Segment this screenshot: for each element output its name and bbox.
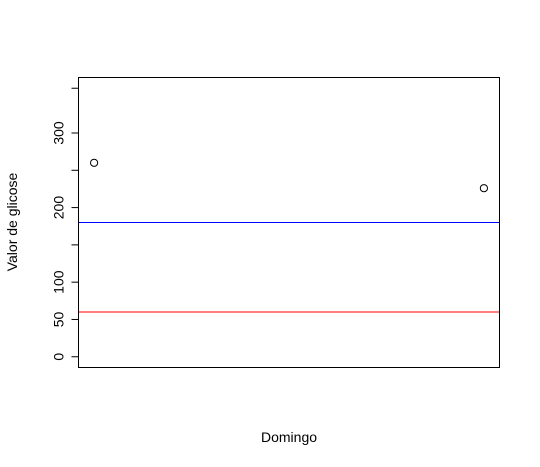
data-point [89,158,99,167]
y-tick-label: 0 [51,353,67,361]
y-tick-label: 50 [51,311,67,327]
x-axis-title: Domingo [261,429,317,445]
data-points [89,158,489,193]
y-axis-title: Valor de glicose [4,173,20,272]
reference-lines [78,222,500,313]
y-tick-label: 200 [51,196,67,220]
y-tick-label: 100 [51,270,67,294]
y-axis: 0 50 100 200 300 [51,87,79,361]
plot-frame [78,77,500,368]
data-point [479,184,489,193]
y-tick-label: 300 [51,121,67,145]
